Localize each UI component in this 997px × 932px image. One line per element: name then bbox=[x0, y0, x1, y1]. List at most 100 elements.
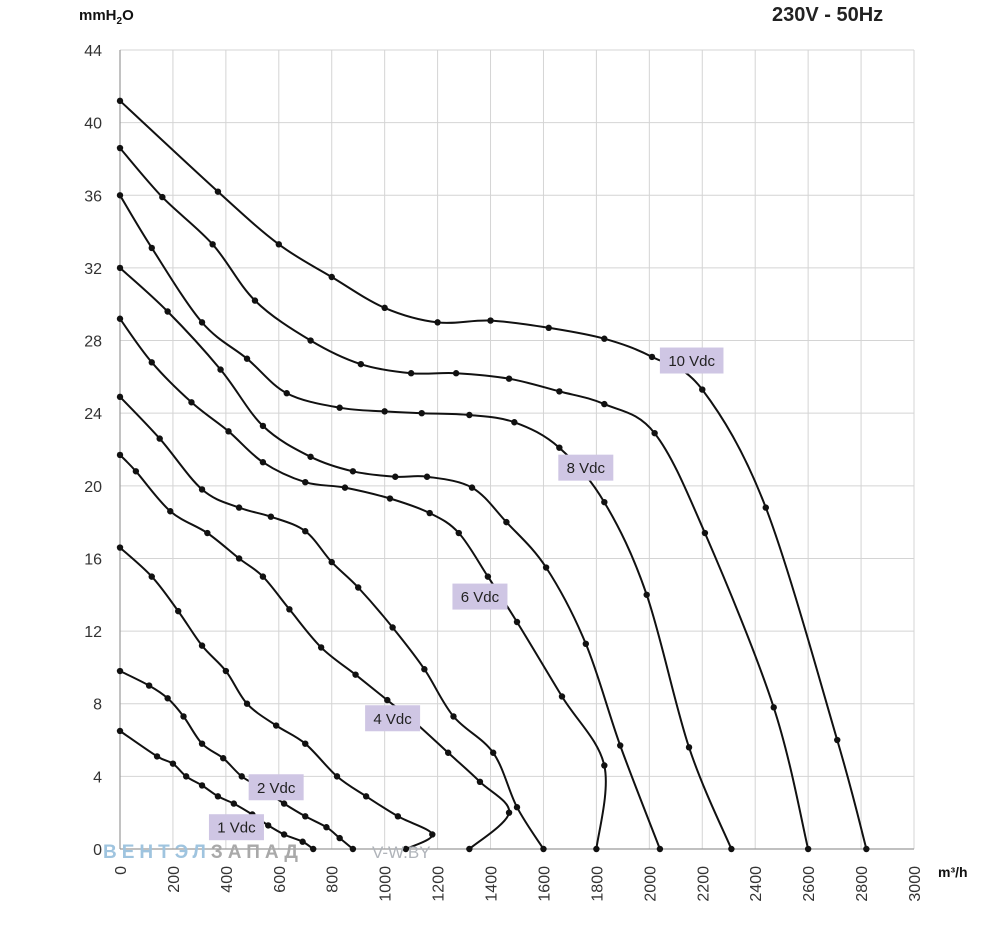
watermark: ВЕНТЭЛЗАПАД bbox=[103, 842, 303, 864]
data-point bbox=[489, 749, 497, 756]
data-point bbox=[341, 484, 349, 491]
data-point bbox=[328, 558, 335, 566]
data-point bbox=[299, 838, 306, 845]
data-point bbox=[167, 508, 174, 515]
data-point bbox=[153, 753, 161, 760]
data-point bbox=[556, 444, 563, 451]
data-point bbox=[307, 337, 314, 344]
data-point bbox=[450, 713, 457, 720]
data-point bbox=[198, 642, 206, 649]
data-point bbox=[863, 845, 870, 853]
data-point bbox=[259, 422, 267, 430]
series-line-2 bbox=[119, 194, 733, 850]
series-label-box bbox=[365, 705, 421, 732]
series-label: 4 Vdc bbox=[373, 711, 412, 728]
series-label: 8 Vdc bbox=[567, 460, 606, 477]
data-point bbox=[601, 762, 608, 769]
y-tick-label: 24 bbox=[84, 406, 102, 423]
data-point bbox=[116, 264, 124, 272]
data-point bbox=[302, 528, 309, 535]
data-point bbox=[259, 573, 267, 580]
data-point bbox=[310, 845, 317, 853]
series-label: 2 Vdc bbox=[257, 780, 296, 797]
series-group bbox=[116, 97, 870, 853]
data-point bbox=[466, 411, 473, 419]
series-line-0 bbox=[119, 100, 868, 850]
data-point bbox=[593, 845, 600, 853]
data-point bbox=[116, 315, 124, 322]
data-point bbox=[643, 591, 650, 598]
data-point bbox=[384, 696, 391, 704]
data-point bbox=[145, 682, 153, 689]
data-point bbox=[159, 193, 166, 201]
data-point bbox=[444, 749, 452, 756]
data-point bbox=[656, 845, 664, 853]
series-line-6 bbox=[119, 454, 511, 850]
x-tick-label: 800 bbox=[325, 866, 342, 893]
series-label-box bbox=[208, 814, 264, 841]
data-point bbox=[116, 544, 124, 551]
data-point bbox=[582, 640, 590, 648]
grid bbox=[119, 49, 915, 850]
data-point bbox=[484, 573, 492, 580]
data-point bbox=[511, 419, 518, 426]
y-tick-label: 36 bbox=[84, 188, 102, 205]
x-tick-label: 2800 bbox=[854, 866, 871, 902]
data-point bbox=[503, 518, 510, 526]
data-point bbox=[468, 484, 476, 491]
data-point bbox=[556, 388, 563, 395]
watermark-part-1: ВЕНТЭЛ bbox=[103, 842, 211, 863]
data-point bbox=[381, 408, 388, 415]
data-point bbox=[116, 97, 124, 105]
x-tick-label: 1800 bbox=[589, 866, 606, 902]
x-tick-label: 600 bbox=[272, 866, 289, 893]
data-point bbox=[349, 845, 357, 853]
data-point bbox=[804, 845, 812, 853]
series-label: 6 Vdc bbox=[461, 589, 500, 606]
data-point bbox=[235, 555, 243, 562]
data-point bbox=[617, 742, 624, 749]
data-point bbox=[601, 498, 608, 506]
data-point bbox=[466, 845, 473, 853]
y-tick-label: 0 bbox=[93, 842, 102, 859]
x-tick-label: 1200 bbox=[431, 866, 448, 902]
y-unit-main: mmH bbox=[79, 7, 117, 24]
data-point bbox=[220, 755, 227, 762]
data-point bbox=[402, 845, 410, 853]
data-point bbox=[214, 793, 222, 800]
data-point bbox=[601, 400, 608, 408]
data-point bbox=[267, 513, 275, 520]
data-point bbox=[685, 744, 693, 751]
data-point bbox=[182, 773, 190, 780]
x-tick-label: 1600 bbox=[536, 866, 553, 902]
series-label: 10 Vdc bbox=[668, 353, 715, 370]
data-point bbox=[355, 584, 362, 591]
series-line-3 bbox=[119, 267, 661, 850]
data-point bbox=[243, 700, 251, 707]
data-point bbox=[180, 713, 187, 720]
data-point bbox=[164, 308, 171, 315]
data-point bbox=[455, 529, 462, 537]
data-point bbox=[283, 390, 290, 397]
data-point bbox=[198, 740, 206, 747]
data-point bbox=[545, 324, 552, 332]
data-point bbox=[280, 800, 288, 807]
data-point bbox=[230, 800, 238, 807]
data-point bbox=[418, 409, 425, 417]
data-point bbox=[169, 760, 177, 767]
data-point bbox=[407, 370, 415, 377]
data-point bbox=[336, 834, 343, 842]
x-tick-label: 200 bbox=[166, 866, 183, 893]
data-point bbox=[116, 192, 124, 199]
data-point bbox=[272, 722, 280, 729]
y-tick-label: 44 bbox=[84, 43, 102, 60]
y-tick-label: 16 bbox=[84, 551, 102, 568]
data-point bbox=[770, 704, 777, 711]
data-point bbox=[148, 573, 155, 580]
data-point bbox=[513, 804, 521, 811]
data-point bbox=[235, 504, 243, 511]
data-point bbox=[214, 188, 222, 195]
series-label: 1 Vdc bbox=[217, 820, 256, 837]
data-point bbox=[132, 468, 140, 475]
x-tick-label: 1400 bbox=[484, 866, 501, 902]
